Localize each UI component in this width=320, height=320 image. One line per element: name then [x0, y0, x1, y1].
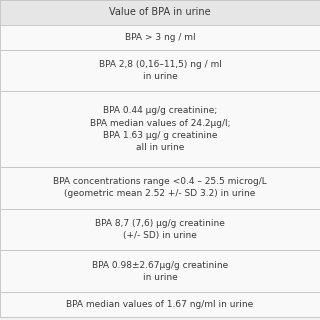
Text: Value of BPA in urine: Value of BPA in urine — [109, 7, 211, 17]
Bar — [0, 25, 320, 50]
Text: BPA 8,7 (7,6) μg/g creatinine
(+/- SD) in urine: BPA 8,7 (7,6) μg/g creatinine (+/- SD) i… — [95, 219, 225, 240]
Bar — [0, 250, 320, 292]
Text: BPA 2,8 (0,16–11,5) ng / ml
in urine: BPA 2,8 (0,16–11,5) ng / ml in urine — [99, 60, 221, 81]
Text: BPA median values of 1.67 ng/ml in urine: BPA median values of 1.67 ng/ml in urine — [66, 300, 254, 309]
Bar — [0, 92, 320, 167]
Bar — [0, 209, 320, 250]
Text: BPA > 3 ng / ml: BPA > 3 ng / ml — [125, 33, 195, 42]
Bar — [0, 50, 320, 92]
Bar — [0, 292, 320, 317]
Text: BPA concentrations range <0.4 – 25.5 microg/L
(geometric mean 2.52 +/- SD 3.2) i: BPA concentrations range <0.4 – 25.5 mic… — [53, 177, 267, 198]
Text: BPA 0.44 μg/g creatinine;
BPA median values of 24.2μg/l;
BPA 1.63 μg/ g creatini: BPA 0.44 μg/g creatinine; BPA median val… — [90, 106, 230, 152]
Text: BPA 0.98±2.67μg/g creatinine
in urine: BPA 0.98±2.67μg/g creatinine in urine — [92, 260, 228, 282]
Bar — [0, 0, 320, 25]
Bar — [0, 167, 320, 209]
